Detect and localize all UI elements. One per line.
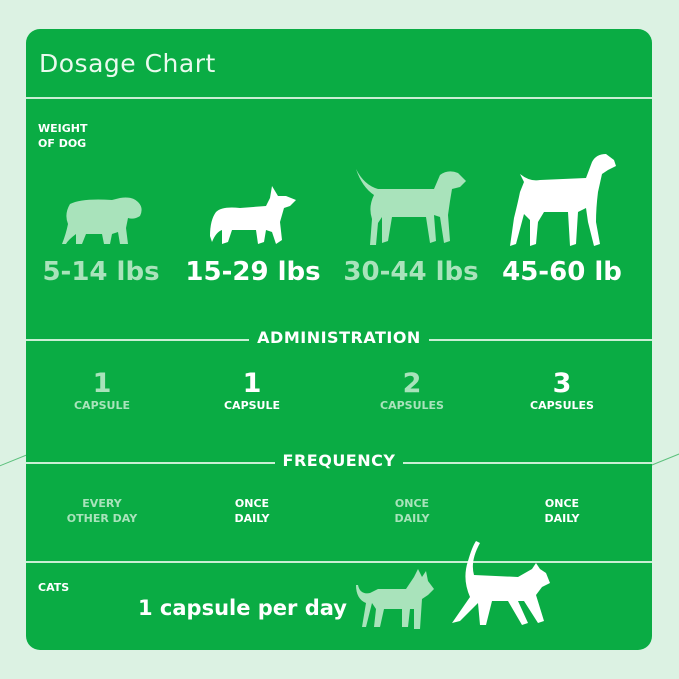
frequency-line: DAILY xyxy=(394,512,430,525)
weight-range: 5-14 lbs xyxy=(42,257,160,287)
frequency-line: DAILY xyxy=(234,512,270,525)
cats-dose: 1 capsule per day xyxy=(138,596,347,620)
admin-item: 2 CAPSULES xyxy=(337,368,487,413)
weight-label-line: WEIGHT xyxy=(38,122,88,135)
pointer-dog-icon xyxy=(510,154,616,246)
weight-range: 30-44 lbs xyxy=(343,257,479,287)
administration-heading-text: ADMINISTRATION xyxy=(249,328,429,347)
frequency-item: ONCE DAILY xyxy=(487,496,637,526)
administration-heading: ADMINISTRATION xyxy=(26,328,652,347)
frequency-item: ONCE DAILY xyxy=(337,496,487,526)
capsule-count: 1 xyxy=(242,368,262,399)
frequency-line: DAILY xyxy=(544,512,580,525)
corgi-icon xyxy=(210,186,296,244)
frequency-line: ONCE xyxy=(394,497,430,510)
capsule-unit: CAPSULE xyxy=(223,399,281,412)
capsule-count: 3 xyxy=(552,368,572,399)
frequency-heading-text: FREQUENCY xyxy=(274,451,404,470)
frequency-item: ONCE DAILY xyxy=(177,496,327,526)
walking-cat-icon xyxy=(452,541,550,625)
admin-item: 1 CAPSULE xyxy=(27,368,177,413)
page-title: Dosage Chart xyxy=(39,49,216,78)
cats-label: CATS xyxy=(38,581,70,594)
weight-label: WEIGHT OF DOG xyxy=(38,121,87,151)
capsule-unit: CAPSULES xyxy=(380,399,444,412)
frequency-line: ONCE xyxy=(234,497,270,510)
capsule-unit: CAPSULES xyxy=(530,399,594,412)
divider xyxy=(26,561,652,563)
weight-range: 45-60 lb xyxy=(502,257,622,287)
frequency-line: EVERY xyxy=(82,497,122,510)
frequency-line: ONCE xyxy=(544,497,580,510)
admin-item: 1 CAPSULE xyxy=(177,368,327,413)
frequency-heading: FREQUENCY xyxy=(26,451,652,470)
bulldog-icon xyxy=(62,197,142,244)
admin-item: 3 CAPSULES xyxy=(487,368,637,413)
labrador-icon xyxy=(356,169,466,245)
standing-cat-icon xyxy=(356,569,434,629)
decor-line-right xyxy=(651,451,679,466)
capsule-count: 1 xyxy=(92,368,112,399)
capsule-unit: CAPSULE xyxy=(73,399,131,412)
frequency-line: OTHER DAY xyxy=(66,512,138,525)
divider xyxy=(26,97,652,99)
dosage-card: Dosage Chart WEIGHT OF DOG 5-14 lbs 15-2… xyxy=(26,29,652,650)
weight-range: 15-29 lbs xyxy=(185,257,321,287)
capsule-count: 2 xyxy=(402,368,422,399)
weight-label-line: OF DOG xyxy=(38,137,87,150)
frequency-item: EVERY OTHER DAY xyxy=(27,496,177,526)
